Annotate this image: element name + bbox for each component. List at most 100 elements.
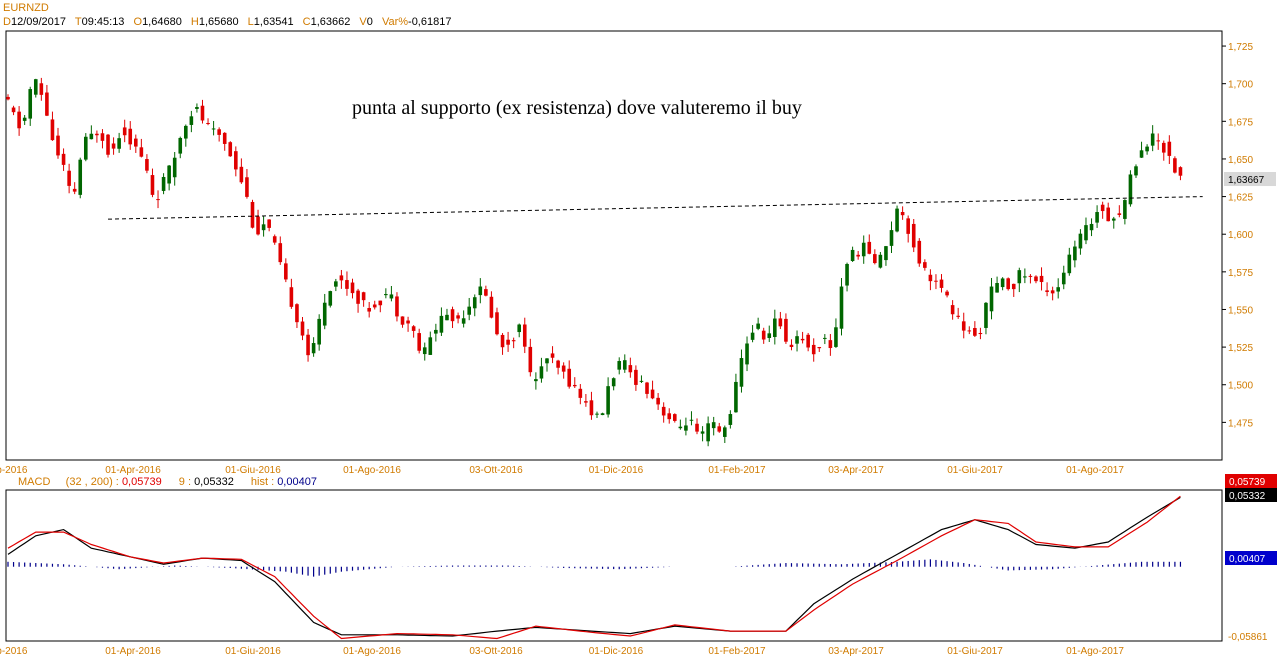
close-value: 1,63662 (310, 16, 351, 28)
macd-x-tick-label: 01-Dic-2016 (589, 646, 644, 657)
price-candle-body (561, 365, 566, 372)
price-y-tick-label: 1,625 (1228, 193, 1253, 204)
price-candle-body (339, 275, 344, 281)
price-candle-body (539, 366, 544, 379)
price-x-tick-label: 01-Dic-2016 (589, 465, 644, 476)
price-candle-body (89, 133, 94, 140)
price-x-tick-label: 01-Giu-2017 (947, 465, 1003, 476)
price-candle-body (161, 176, 166, 191)
price-candle-body (956, 315, 960, 317)
date-key: D (3, 16, 11, 28)
price-candle-body (1039, 275, 1044, 283)
price-candle-body (250, 201, 255, 228)
open-value: 1,64680 (142, 16, 182, 28)
price-candle-body (306, 334, 310, 356)
price-candle-body (973, 328, 977, 336)
macd-x-tick-label: 01-Ago-2017 (1066, 646, 1124, 657)
price-candle-body (189, 116, 194, 125)
price-x-tick-label: 01-Ago-2017 (1066, 465, 1124, 476)
macd-value-tags: 0,05739 0,05332 0,00407 -0,05861 (1225, 474, 1277, 643)
price-candle-body (450, 309, 455, 322)
price-candle-body (184, 125, 188, 139)
price-candle-body (534, 379, 538, 382)
price-candle-body (495, 312, 499, 335)
price-candle-body (311, 343, 316, 354)
hist-key: hist : (250, 476, 275, 488)
price-x-axis: Feb-2016 01-Apr-2016 01-Giu-2016 01-Ago-201… (0, 465, 1124, 476)
price-candle-body (695, 423, 699, 432)
price-candle-body (1028, 275, 1033, 277)
price-candle-body (95, 133, 99, 136)
price-candle-body (328, 291, 333, 306)
var-value: -0,61817 (408, 16, 452, 28)
price-candle-body (900, 211, 905, 216)
price-candle-body (1006, 278, 1010, 290)
price-candle-body (322, 302, 327, 326)
price-candle-body (611, 378, 616, 387)
price-candle-body (83, 136, 88, 160)
price-candle-body (834, 327, 838, 347)
price-candle-body (350, 282, 355, 294)
price-x-tick-label: 03-Apr-2017 (828, 465, 884, 476)
price-y-tick-label: 1,650 (1228, 155, 1253, 166)
ohlc-readout: D12/09/2017 T09:45:13 O1,64680 H1,65680 … (3, 16, 457, 28)
price-candle-body (461, 318, 466, 324)
price-y-tick-label: 1,500 (1228, 381, 1253, 392)
price-candle-body (800, 338, 805, 341)
price-candles (6, 77, 1183, 447)
price-candle-body (595, 413, 599, 415)
macd-y-tick-label: -0,05861 (1228, 632, 1268, 643)
price-candle-body (334, 281, 338, 287)
price-candle-body (884, 246, 888, 261)
price-candle-body (384, 294, 388, 296)
price-candle-body (889, 230, 894, 246)
price-candle-body (928, 274, 933, 282)
price-candle-body (795, 336, 799, 344)
price-candle-body (1173, 158, 1177, 173)
price-candle-body (578, 388, 583, 398)
price-candle-body (1111, 218, 1116, 221)
hist-value-tag-box (1225, 551, 1277, 565)
price-candle-body (400, 316, 405, 325)
price-candle-body (567, 368, 572, 387)
price-candle-body (345, 280, 349, 289)
price-y-tick-label: 1,475 (1228, 418, 1253, 429)
price-candle-body (950, 305, 955, 315)
price-candle-body (934, 280, 938, 282)
signal-value: 0,05332 (194, 476, 234, 488)
price-candle-body (156, 199, 160, 201)
price-candle-body (195, 107, 199, 109)
price-panel-border (5, 30, 1223, 461)
price-candle-body (50, 119, 55, 141)
volume-key: V (359, 16, 367, 28)
price-candle-body (245, 177, 249, 197)
price-candle-body (61, 153, 66, 165)
price-candle-body (256, 216, 260, 235)
price-y-tick-label: 1,675 (1228, 117, 1253, 128)
price-candle-body (745, 343, 749, 365)
price-candle-body (600, 413, 605, 416)
price-candle-body (1017, 270, 1022, 284)
price-candle-body (828, 340, 833, 349)
price-candle-body (622, 360, 627, 370)
price-candle-body (422, 347, 427, 355)
current-price-tag-label: 1,63667 (1228, 175, 1265, 186)
price-candle-body (711, 422, 716, 429)
price-candle-body (945, 291, 949, 296)
price-candle-body (117, 138, 121, 149)
price-candle-body (717, 426, 722, 432)
price-candle-body (728, 414, 733, 425)
date-value: 12/09/2017 (10, 16, 67, 28)
price-candle-body (411, 326, 416, 331)
price-candle-body (767, 333, 772, 339)
macd-lines (7, 495, 1181, 640)
price-candle-body (356, 290, 360, 304)
macd-x-tick-label: 01-Giu-2017 (947, 646, 1003, 657)
price-candle-body (667, 413, 672, 420)
macd-value-tag-box (1225, 474, 1277, 488)
price-y-tick-label: 1,550 (1228, 305, 1253, 316)
price-candle-body (839, 286, 844, 329)
price-candle-body (756, 323, 760, 329)
price-candle-body (1134, 166, 1138, 176)
